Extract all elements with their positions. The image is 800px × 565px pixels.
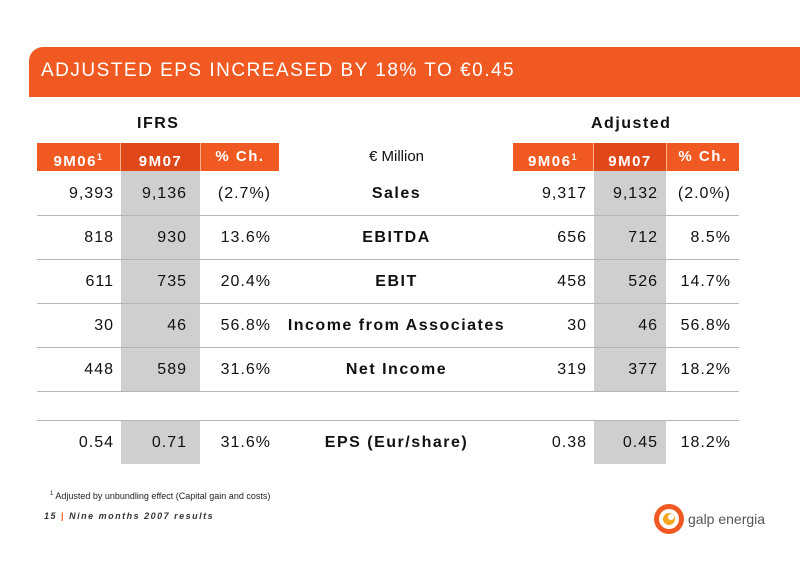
header-unit: € Million: [368, 148, 425, 165]
row-divider: [37, 391, 739, 392]
header-ifrs-9m06: 9M061: [37, 143, 120, 171]
shade-ifrs-9m07-eps: [121, 420, 200, 464]
shade-ifrs-9m07: [121, 171, 200, 391]
header-adjusted-9m06: 9M061: [513, 143, 593, 171]
cell-adjusted-pct: 14.7%: [680, 273, 731, 290]
row-label: EBIT: [375, 273, 418, 290]
footnote: 1 Adjusted by unbundling effect (Capital…: [50, 491, 271, 501]
cell-ifrs-pct: 13.6%: [220, 229, 271, 246]
cell-ifrs-9m06: 448: [84, 361, 114, 378]
footer: 15 | Nine months 2007 results: [44, 511, 214, 521]
cell-ifrs-pct: 31.6%: [220, 434, 271, 451]
group-label-adjusted: Adjusted: [591, 115, 672, 132]
shade-adjusted-9m07-eps: [594, 420, 666, 464]
cell-adjusted-9m07: 526: [628, 273, 658, 290]
row-divider: [37, 303, 739, 304]
cell-adjusted-9m06: 319: [557, 361, 587, 378]
cell-adjusted-pct: (2.0%): [677, 185, 731, 202]
cell-adjusted-9m06: 458: [557, 273, 587, 290]
header-divider: [666, 143, 667, 171]
row-divider: [37, 347, 739, 348]
cell-ifrs-9m07: 0.71: [151, 434, 187, 451]
shade-adjusted-9m07: [594, 171, 666, 391]
row-divider: [37, 215, 739, 216]
header-adjusted-9m07: 9M07: [594, 143, 666, 171]
cell-adjusted-9m06: 9,317: [541, 185, 587, 202]
cell-ifrs-9m07: 589: [157, 361, 187, 378]
cell-ifrs-9m06: 818: [84, 229, 114, 246]
company-logo: galp energia: [648, 502, 768, 536]
row-label: EBITDA: [362, 229, 431, 246]
cell-ifrs-pct: 56.8%: [220, 317, 271, 334]
cell-ifrs-9m06: 9,393: [68, 185, 114, 202]
cell-ifrs-9m07: 9,136: [141, 185, 187, 202]
cell-ifrs-9m07: 735: [157, 273, 187, 290]
cell-adjusted-9m07: 9,132: [612, 185, 658, 202]
header-ifrs-pct-change: % Ch.: [201, 143, 279, 171]
row-divider: [37, 420, 739, 421]
cell-adjusted-pct: 18.2%: [680, 434, 731, 451]
header-divider: [200, 143, 201, 171]
row-label: Net Income: [345, 361, 448, 378]
slide-title: ADJUSTED EPS INCREASED BY 18% TO €0.45: [41, 60, 516, 81]
cell-adjusted-pct: 56.8%: [680, 317, 731, 334]
footer-text: Nine months 2007 results: [69, 511, 215, 521]
logo-text: galp energia: [688, 511, 766, 527]
cell-adjusted-9m07: 0.45: [622, 434, 658, 451]
cell-ifrs-9m07: 930: [157, 229, 187, 246]
cell-adjusted-9m07: 377: [628, 361, 658, 378]
title-bar: ADJUSTED EPS INCREASED BY 18% TO €0.45: [29, 47, 800, 97]
cell-ifrs-pct: 20.4%: [220, 273, 271, 290]
cell-adjusted-pct: 18.2%: [680, 361, 731, 378]
cell-adjusted-9m06: 0.38: [551, 434, 587, 451]
galp-logo-icon: [654, 504, 684, 534]
row-label: Income from Associates: [287, 317, 506, 334]
cell-adjusted-9m06: 656: [557, 229, 587, 246]
header-divider: [593, 143, 594, 171]
row-divider: [37, 259, 739, 260]
header-ifrs-9m07: 9M07: [121, 143, 200, 171]
cell-ifrs-9m06: 30: [94, 317, 114, 334]
cell-adjusted-9m07: 712: [628, 229, 658, 246]
cell-adjusted-pct: 8.5%: [690, 229, 731, 246]
row-label: EPS (Eur/share): [324, 434, 469, 451]
cell-adjusted-9m07: 46: [638, 317, 658, 334]
cell-ifrs-pct: 31.6%: [220, 361, 271, 378]
header-divider: [120, 143, 121, 171]
row-label: Sales: [371, 185, 422, 202]
cell-ifrs-pct: (2.7%): [217, 185, 271, 202]
cell-ifrs-9m06: 0.54: [78, 434, 114, 451]
footer-divider: |: [61, 511, 66, 521]
group-label-ifrs: IFRS: [137, 115, 180, 132]
cell-ifrs-9m07: 46: [167, 317, 187, 334]
cell-ifrs-9m06: 611: [85, 273, 114, 290]
page-number: 15: [44, 511, 58, 521]
cell-adjusted-9m06: 30: [567, 317, 587, 334]
header-adjusted-pct-change: % Ch.: [667, 143, 739, 171]
